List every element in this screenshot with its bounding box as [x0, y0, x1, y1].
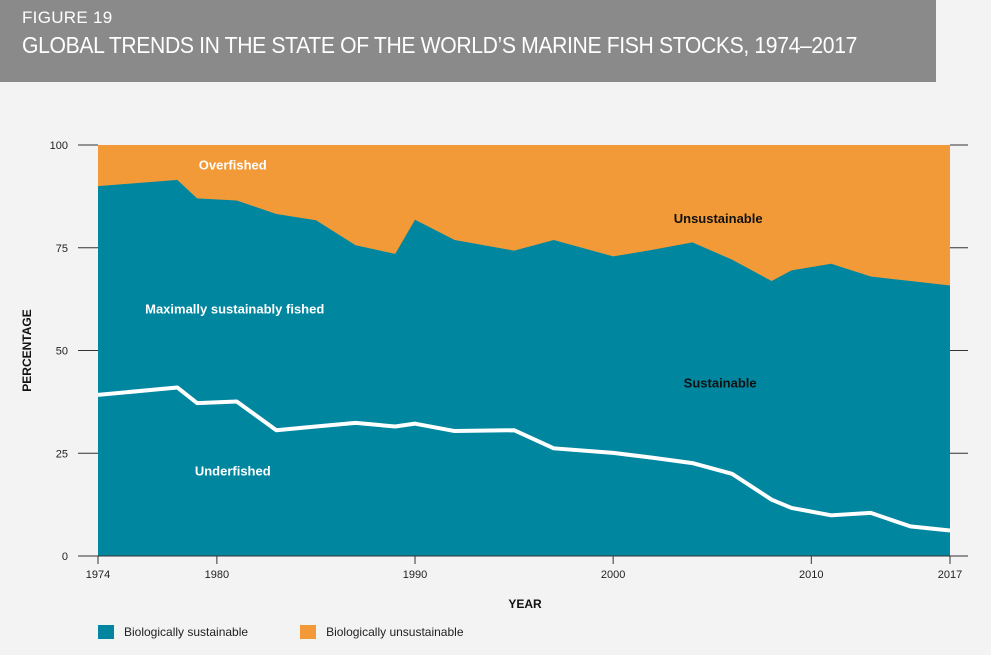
x-tick-label: 2010 [799, 569, 823, 581]
legend-item-sustainable: Biologically sustainable [98, 625, 248, 639]
y-tick-label: 25 [56, 448, 68, 460]
area-annotation: Unsustainable [674, 211, 763, 226]
x-tick-label: 2017 [938, 569, 962, 581]
y-tick-label: 100 [50, 140, 68, 152]
y-tick-label: 75 [56, 243, 68, 255]
area-annotation: Overfished [199, 158, 267, 173]
x-tick-label: 2000 [601, 569, 625, 581]
area-annotation: Maximally sustainably fished [145, 301, 324, 316]
legend-label-sustainable: Biologically sustainable [124, 625, 249, 639]
figure-number: FIGURE 19 [22, 8, 113, 27]
legend: Biologically sustainable Biologically un… [98, 625, 464, 639]
x-tick-label: 1990 [403, 569, 427, 581]
x-tick-label: 1974 [86, 569, 110, 581]
y-tick-label: 0 [62, 551, 68, 563]
figure-header: FIGURE 19 GLOBAL TRENDS IN THE STATE OF … [0, 0, 936, 82]
area-annotation: Underfished [195, 464, 271, 479]
y-tick-label: 50 [56, 346, 68, 358]
legend-swatch-sustainable [98, 625, 114, 639]
underfished-line [97, 385, 951, 533]
x-axis-title: YEAR [508, 597, 542, 611]
legend-swatch-unsustainable [300, 625, 317, 639]
figure-title: GLOBAL TRENDS IN THE STATE OF THE WORLD’… [22, 32, 858, 58]
area-annotation: Sustainable [684, 375, 757, 390]
y-axis-title: PERCENTAGE [20, 309, 34, 391]
area-sustainable [98, 179, 950, 556]
legend-item-unsustainable: Biologically unsustainable [300, 625, 464, 639]
legend-label-unsustainable: Biologically unsustainable [326, 625, 464, 639]
x-tick-label: 1980 [205, 569, 229, 581]
